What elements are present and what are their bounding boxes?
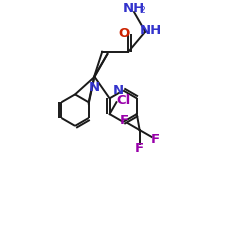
Text: N: N bbox=[113, 84, 124, 97]
Text: O: O bbox=[118, 27, 130, 40]
Text: 2: 2 bbox=[139, 6, 145, 15]
Text: NH: NH bbox=[122, 2, 145, 15]
Text: F: F bbox=[135, 142, 144, 155]
Text: N: N bbox=[89, 81, 100, 94]
Text: NH: NH bbox=[140, 24, 162, 37]
Text: Cl: Cl bbox=[117, 94, 131, 108]
Text: F: F bbox=[151, 133, 160, 146]
Text: F: F bbox=[119, 114, 128, 128]
